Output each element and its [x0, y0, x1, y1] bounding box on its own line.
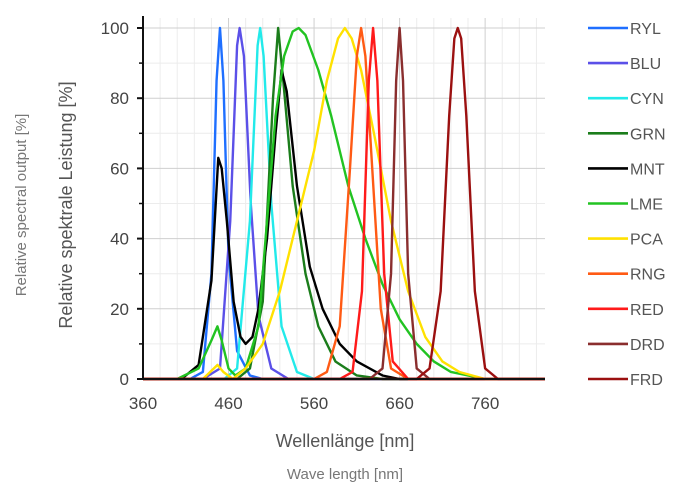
- legend-label: GRN: [630, 126, 666, 143]
- legend-item-cyn: CYN: [588, 91, 664, 108]
- legend-label: LME: [630, 197, 663, 214]
- y-tick-label: 40: [110, 230, 129, 249]
- legend-label: FRD: [630, 372, 663, 389]
- series-line-cyn: [143, 26, 545, 381]
- y-tick-label: 0: [120, 370, 129, 389]
- legend-label: PCA: [630, 232, 663, 249]
- legend-label: DRD: [630, 337, 665, 354]
- legend-label: RNG: [630, 267, 666, 284]
- x-tick-label: 460: [214, 394, 242, 413]
- legend-item-drd: DRD: [588, 337, 665, 354]
- legend-item-red: RED: [588, 302, 664, 319]
- series-line-ryl: [143, 26, 545, 381]
- series-line-drd: [143, 26, 545, 381]
- legend-label: CYN: [630, 91, 664, 108]
- legend: RYL BLU CYN GRN MNT LME PCA RNG RED DRD FRD: [588, 21, 666, 389]
- legend-label: RED: [630, 302, 664, 319]
- grid: [142, 18, 545, 380]
- series-line-pca: [143, 26, 545, 381]
- legend-label: RYL: [630, 21, 661, 38]
- y-tick-label: 100: [101, 19, 129, 38]
- legend-label: MNT: [630, 161, 665, 178]
- axes: [137, 16, 545, 380]
- legend-item-grn: GRN: [588, 126, 666, 143]
- series-line-red: [143, 26, 545, 381]
- legend-item-lme: LME: [588, 197, 663, 214]
- legend-label: BLU: [630, 56, 661, 73]
- legend-item-pca: PCA: [588, 232, 663, 249]
- x-tick-label: 760: [471, 394, 499, 413]
- series-line-frd: [143, 26, 545, 381]
- series-line-blu: [143, 26, 545, 381]
- y-tick-label: 20: [110, 300, 129, 319]
- x-axis-title: Wellenlänge [nm]: [276, 431, 415, 451]
- y-axis-title-secondary: Relative spectral output [%]: [13, 114, 30, 297]
- x-axis-title-secondary: Wave length [nm]: [287, 466, 403, 483]
- tick-labels: 0 20 40 60 80 100 360 460 560 660 760: [101, 19, 500, 413]
- x-tick-label: 660: [385, 394, 413, 413]
- legend-item-blu: BLU: [588, 56, 661, 73]
- y-tick-label: 60: [110, 159, 129, 178]
- y-axis-title: Relative spektrale Leistung [%]: [56, 81, 76, 328]
- legend-item-frd: FRD: [588, 372, 663, 389]
- series-line-rng: [143, 26, 545, 381]
- x-tick-label: 560: [300, 394, 328, 413]
- series-lines: [143, 26, 545, 381]
- legend-item-ryl: RYL: [588, 21, 661, 38]
- legend-item-mnt: MNT: [588, 161, 665, 178]
- y-tick-label: 80: [110, 89, 129, 108]
- x-tick-label: 360: [129, 394, 157, 413]
- series-line-lme: [143, 26, 545, 381]
- legend-item-rng: RNG: [588, 267, 666, 284]
